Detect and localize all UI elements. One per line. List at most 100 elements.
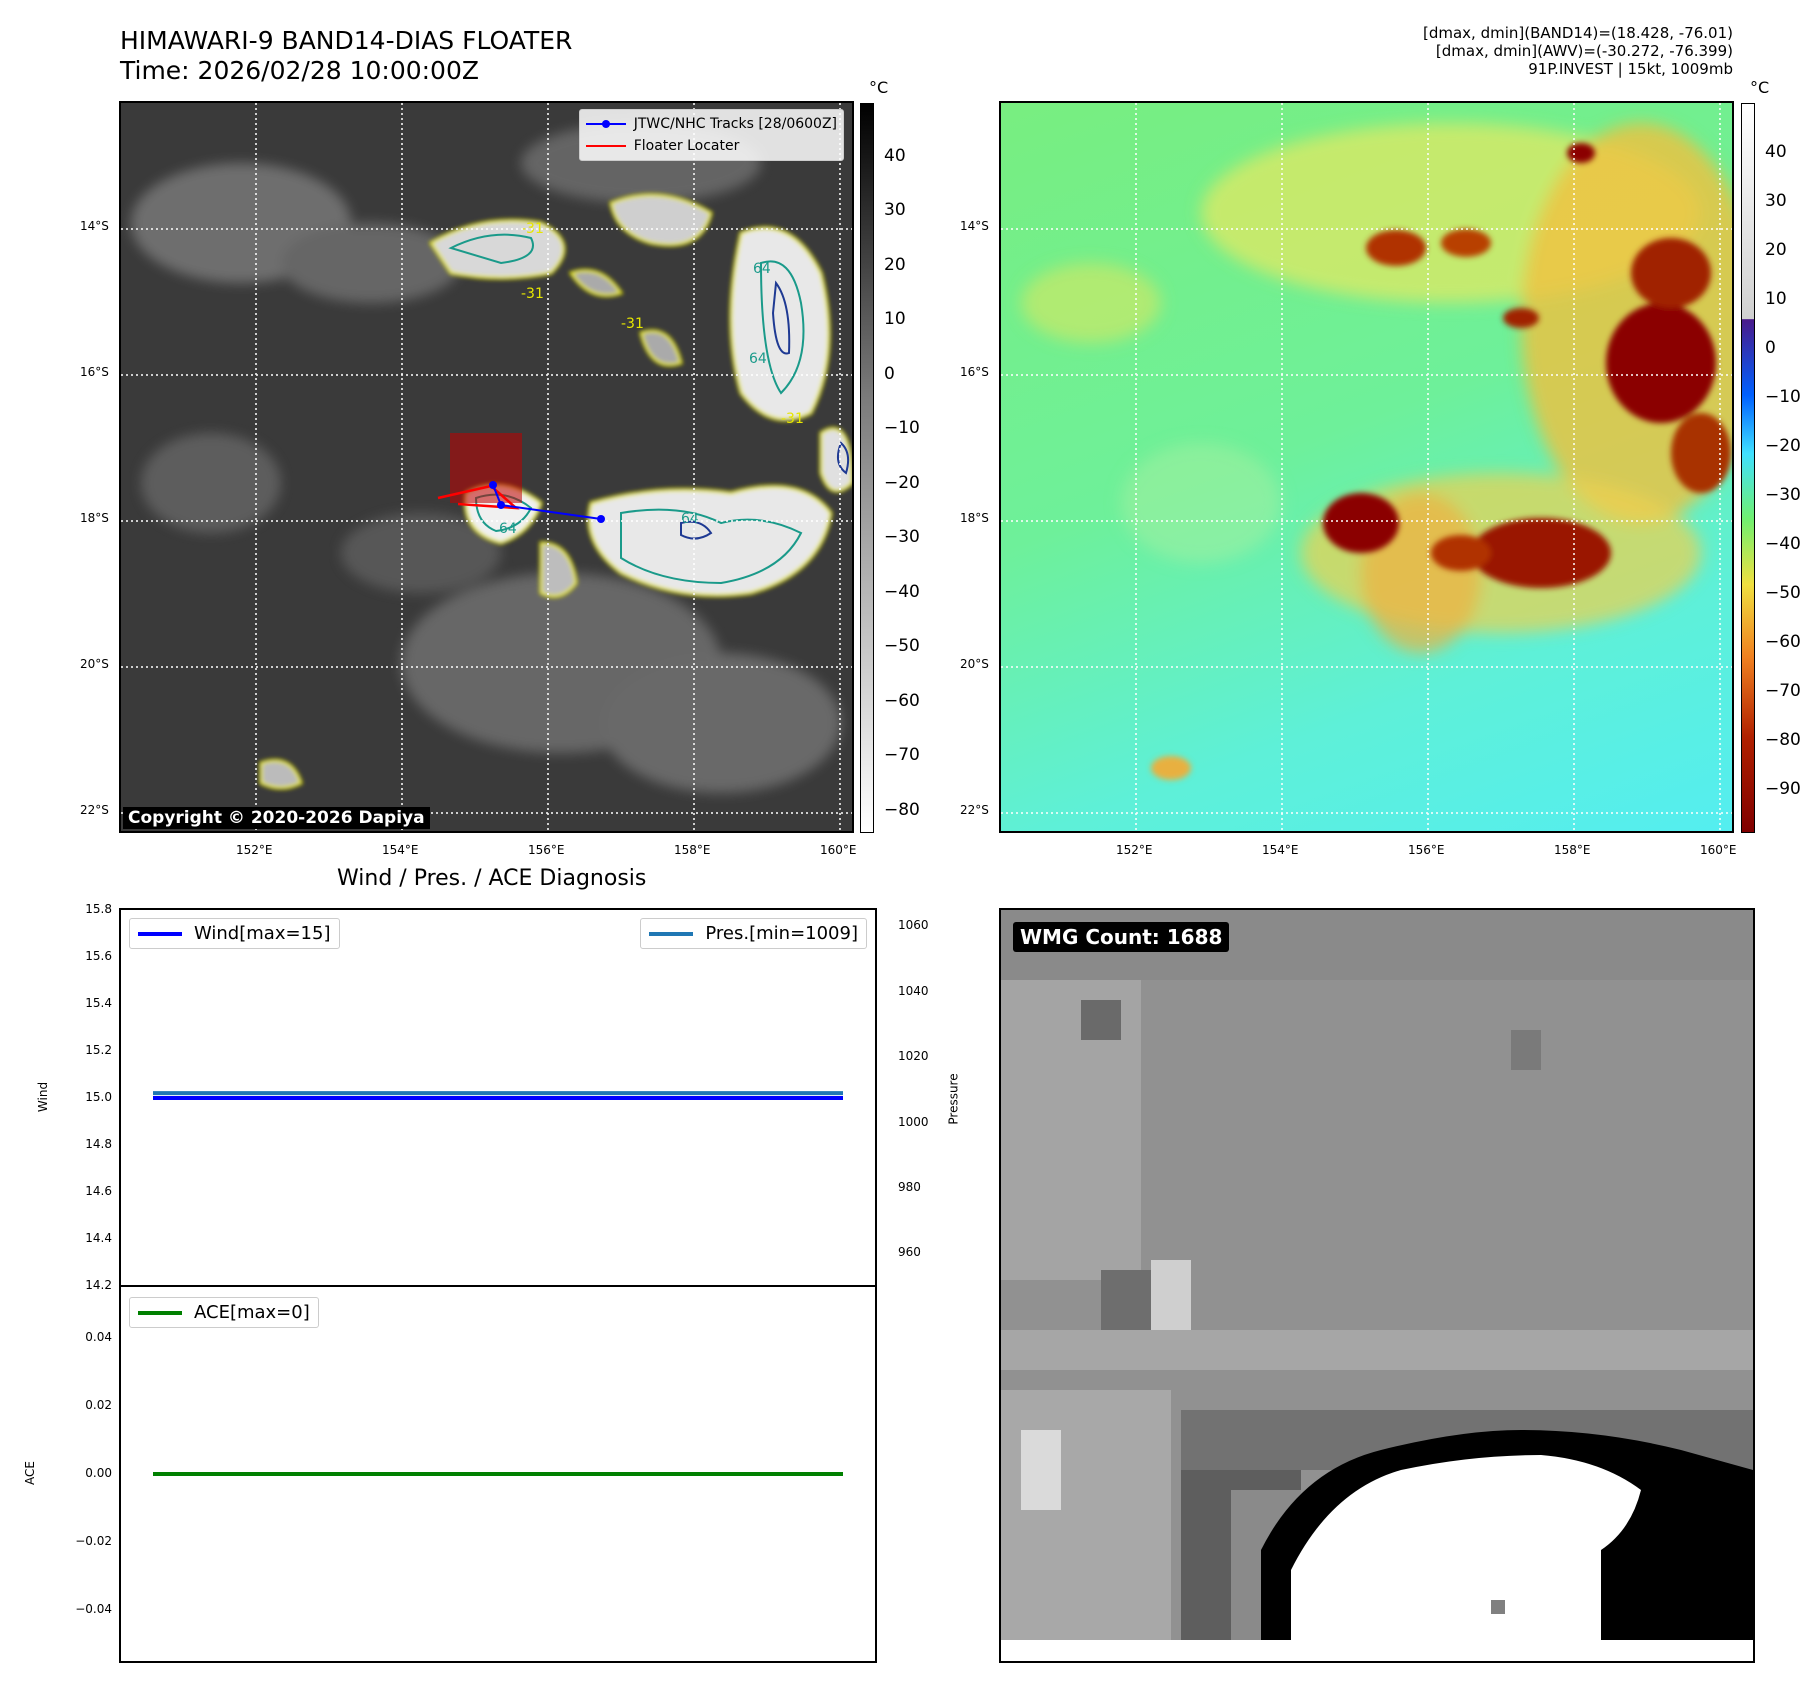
- legend-tracks-swatch: [585, 120, 626, 128]
- ace-ylabel: ACE: [22, 1461, 37, 1485]
- ace-legend-swatch: [138, 1310, 182, 1315]
- awv-map-panel: [999, 101, 1734, 833]
- wind-tick: 14.6: [85, 1184, 112, 1198]
- lon-label: 158°E: [1554, 843, 1591, 857]
- awv-gridlines: [1001, 103, 1732, 831]
- ace-svg: [153, 1472, 843, 1476]
- legend-tracks-label: JTWC/NHC Tracks [28/0600Z]: [633, 116, 837, 132]
- wmg-svg: [1001, 910, 1753, 1661]
- colorbar-right-tick: −50: [1765, 583, 1801, 603]
- colorbar-left-tick: −20: [884, 473, 920, 493]
- colorbar-left-tick: 30: [884, 200, 906, 220]
- ace-legend-label: ACE[max=0]: [194, 1302, 310, 1323]
- colorbar-right: [1741, 103, 1755, 833]
- wind-tick: 15.4: [85, 996, 112, 1010]
- wind-tick: 14.2: [85, 1278, 112, 1292]
- lon-label: 154°E: [382, 843, 419, 857]
- pres-legend-swatch: [649, 931, 694, 936]
- wind-ylabel: Wind: [36, 1081, 51, 1113]
- colorbar-right-tick: 0: [1765, 338, 1776, 358]
- contour-label: -31: [781, 411, 804, 427]
- colorbar-left-tick: 20: [884, 255, 906, 275]
- colorbar-right-tick: −60: [1765, 632, 1801, 652]
- wind-pres-svg: [153, 1091, 843, 1100]
- pres-ylabel: Pressure: [946, 1073, 961, 1125]
- info-line-2: [dmax, dmin](AWV)=(-30.272, -76.399): [1435, 42, 1733, 60]
- wind-legend-label: Wind[max=15]: [194, 923, 331, 944]
- ace-tick: 0.00: [85, 1466, 112, 1480]
- colorbar-left-unit: °C: [869, 78, 889, 97]
- pres-tick: 1040: [898, 983, 929, 998]
- lat-label: 16°S: [80, 365, 109, 379]
- lat-label: 22°S: [960, 803, 989, 817]
- contour-label: -31: [621, 316, 644, 332]
- colorbar-left-tick: −30: [884, 527, 920, 547]
- pres-tick: 1060: [898, 918, 929, 933]
- contour-label: 64: [753, 261, 771, 277]
- chart-title: HIMAWARI-9 BAND14-DIAS FLOATER Time: 202…: [120, 26, 572, 86]
- pres-legend: Pres.[min=1009]: [640, 918, 867, 949]
- legend-tracks: JTWC/NHC Tracks [28/0600Z]: [585, 113, 837, 135]
- legend-floater: Floater Locater: [585, 135, 837, 157]
- lat-label: 22°S: [80, 803, 109, 817]
- lon-label: 160°E: [820, 843, 857, 857]
- awv-map-svg: [1001, 103, 1732, 831]
- storm-info: [dmax, dmin](BAND14)=(18.428, -76.01) [d…: [1423, 24, 1733, 78]
- colorbar-right-tick: −90: [1765, 779, 1801, 799]
- title-line-1: HIMAWARI-9 BAND14-DIAS FLOATER: [120, 26, 573, 55]
- lat-label: 16°S: [960, 365, 989, 379]
- ace-panel: ACE[max=0]: [119, 1285, 877, 1663]
- track-point: [489, 481, 497, 489]
- lon-label: 152°E: [236, 843, 273, 857]
- colorbar-left-tick: −10: [884, 418, 920, 438]
- ace-legend: ACE[max=0]: [129, 1297, 319, 1328]
- title-line-2: Time: 2026/02/28 10:00:00Z: [120, 56, 479, 85]
- wind-legend-swatch: [138, 931, 182, 936]
- ir-map-panel: -31 -31 -31 64 64 -31 64 64: [119, 101, 854, 833]
- wind-tick: 14.8: [85, 1137, 112, 1151]
- lon-label: 156°E: [528, 843, 565, 857]
- awv-dry-cores: [1151, 143, 1731, 780]
- diag-title: Wind / Pres. / ACE Diagnosis: [337, 866, 647, 891]
- colorbar-right-tick: 30: [1765, 191, 1787, 211]
- colorbar-right-tick: −20: [1765, 436, 1801, 456]
- contour-label: 64: [499, 521, 517, 537]
- colorbar-left-tick: −40: [884, 582, 920, 602]
- wind-pres-panel: Wind[max=15] Pres.[min=1009]: [119, 908, 877, 1288]
- wmg-core: [1291, 1455, 1641, 1661]
- colorbar-right-tick: −40: [1765, 534, 1801, 554]
- ir-convection: [259, 193, 852, 790]
- colorbar-right-tick: 10: [1765, 289, 1787, 309]
- colorbar-right-tick: −80: [1765, 730, 1801, 750]
- colorbar-left-tick: −50: [884, 636, 920, 656]
- pres-tick: 980: [898, 1179, 921, 1194]
- lon-label: 154°E: [1262, 843, 1299, 857]
- contour-label: -31: [521, 286, 544, 302]
- colorbar-left-tick: 0: [884, 364, 895, 384]
- floater-line: [437, 484, 520, 510]
- colorbar-left: [860, 103, 874, 833]
- wind-tick: 15.0: [85, 1090, 112, 1104]
- ace-tick: −0.04: [75, 1602, 112, 1616]
- lon-label: 160°E: [1700, 843, 1737, 857]
- ir-map-svg: -31 -31 -31 64 64 -31 64 64: [121, 103, 852, 831]
- colorbar-right-tick: −70: [1765, 681, 1801, 701]
- colorbar-right-tick: 20: [1765, 240, 1787, 260]
- lat-label: 20°S: [960, 657, 989, 671]
- colorbar-left-tick: 10: [884, 309, 906, 329]
- colorbar-right-tick: −10: [1765, 387, 1801, 407]
- track-point: [597, 515, 605, 523]
- colorbar-left-tick: −70: [884, 745, 920, 765]
- lat-label: 18°S: [960, 511, 989, 525]
- ace-tick: 0.02: [85, 1398, 112, 1412]
- lat-label: 14°S: [960, 219, 989, 233]
- pres-tick: 960: [898, 1245, 921, 1260]
- colorbar-right-unit: °C: [1750, 78, 1770, 97]
- lat-label: 14°S: [80, 219, 109, 233]
- wind-tick: 14.4: [85, 1231, 112, 1245]
- lat-label: 18°S: [80, 511, 109, 525]
- wind-tick: 15.8: [85, 902, 112, 916]
- ace-tick: 0.04: [85, 1330, 112, 1344]
- lon-label: 158°E: [674, 843, 711, 857]
- wmg-count-badge: WMG Count: 1688: [1013, 922, 1230, 952]
